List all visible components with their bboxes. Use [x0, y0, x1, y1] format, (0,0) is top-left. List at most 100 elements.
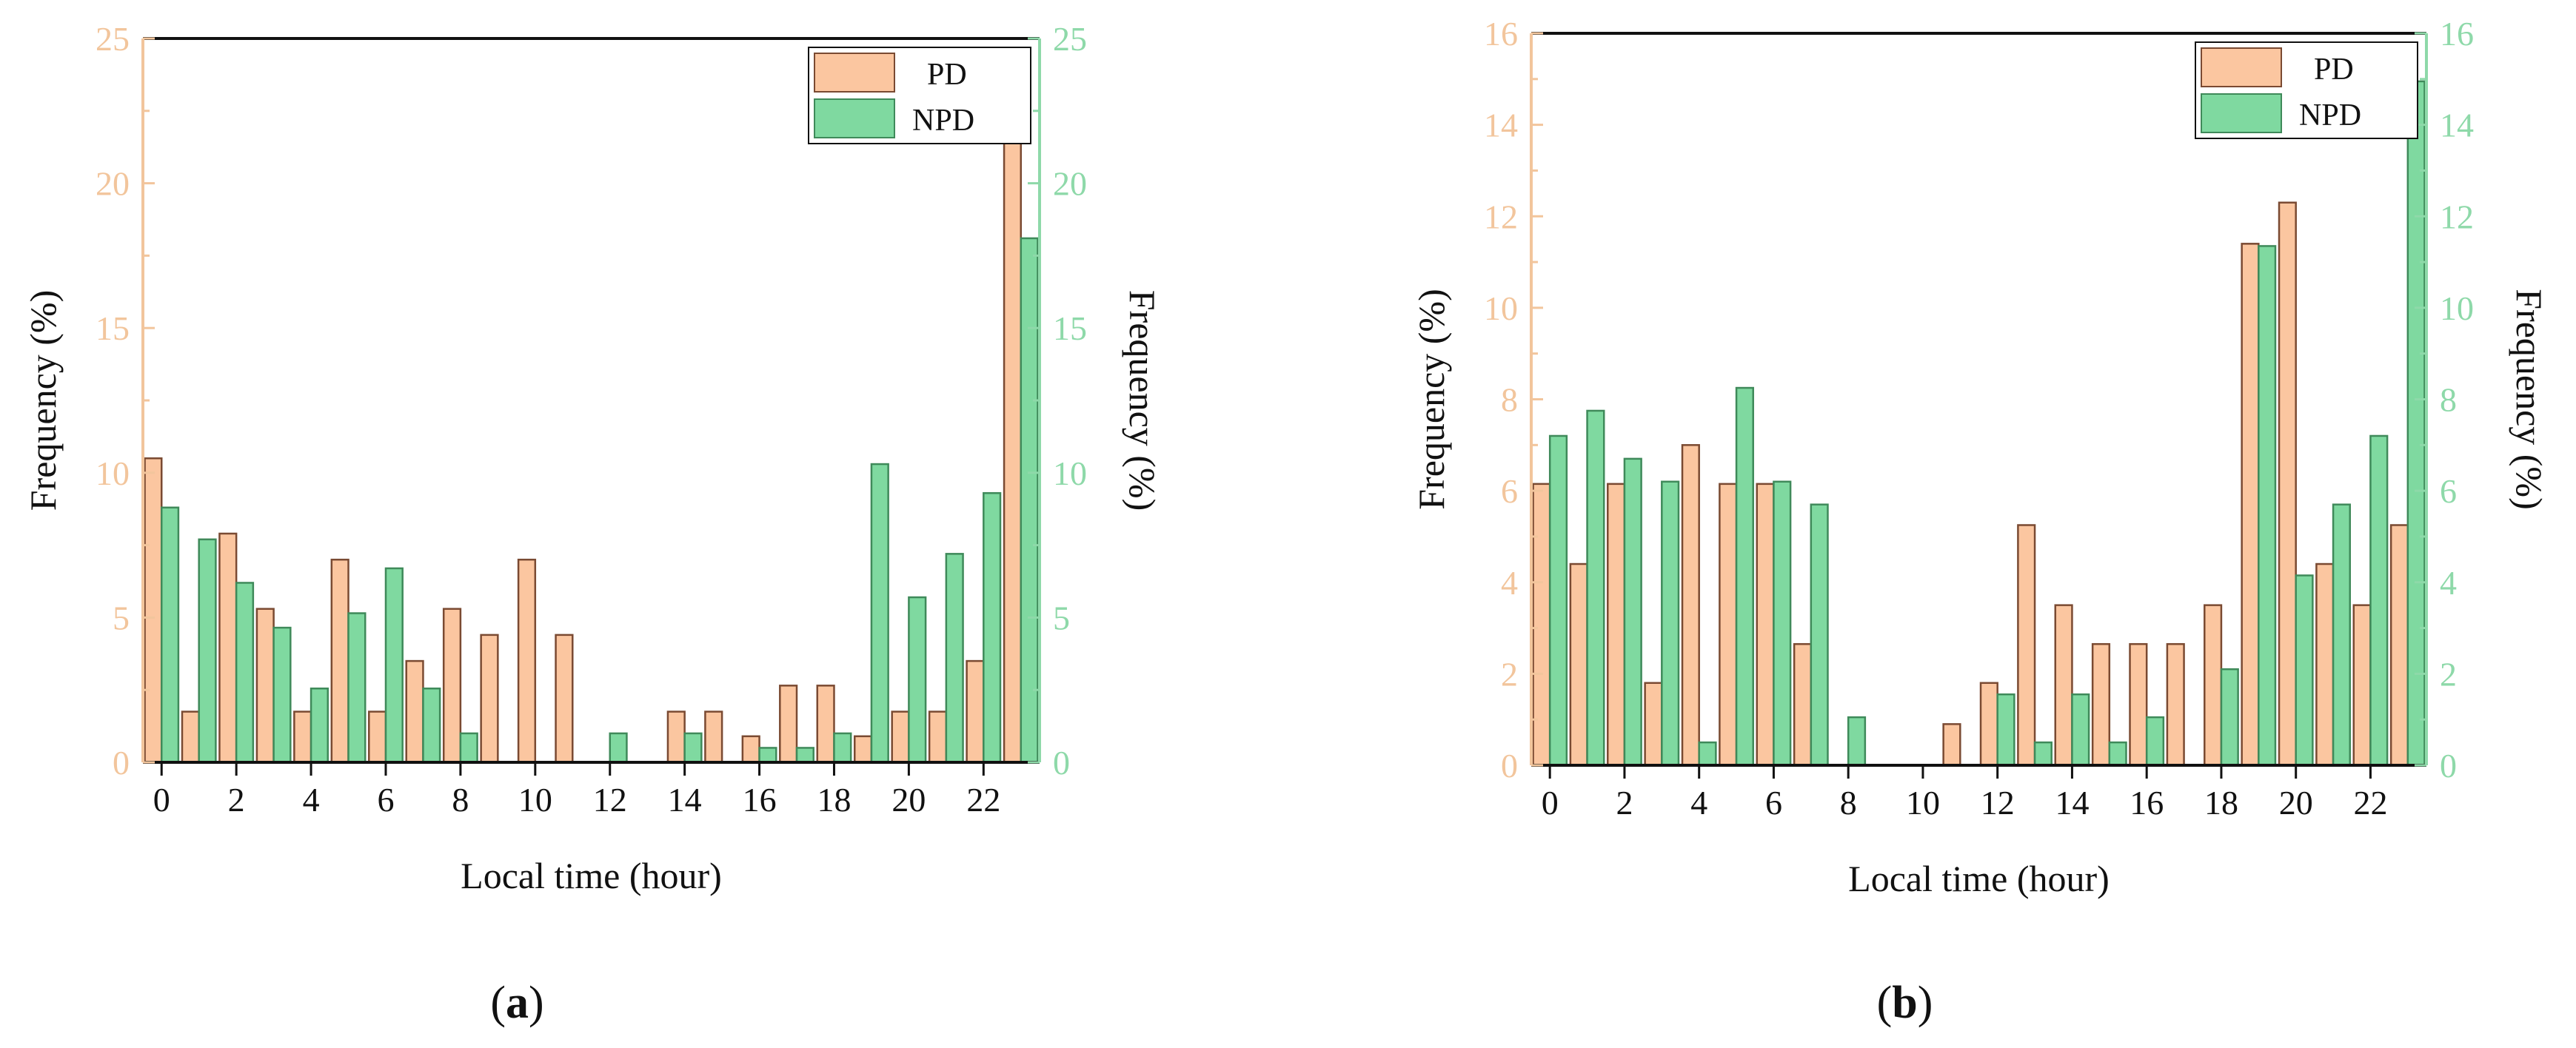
panel-label-letter: b — [1892, 978, 1917, 1028]
legend-npd-swatch — [814, 98, 895, 138]
pd-bar — [181, 711, 200, 764]
npd-bar — [235, 582, 255, 764]
y-right-axis-title: Frequency (%) — [1122, 290, 1163, 511]
npd-bar — [1698, 741, 1717, 767]
panel-label-close-paren: ) — [1918, 978, 1933, 1028]
pd-bar — [1942, 723, 1961, 767]
pd-bar — [704, 711, 723, 764]
pd-bar — [666, 711, 686, 764]
y-right-tick-label: 5 — [1053, 599, 1070, 636]
npd-bar — [1735, 386, 1754, 767]
y-right-tick-label: 8 — [2440, 381, 2457, 419]
pd-bar — [442, 608, 462, 764]
y-left-axis-title: Frequency (%) — [22, 290, 64, 511]
panel-label-open-paren: ( — [490, 978, 506, 1028]
pd-bar — [368, 711, 387, 764]
pd-bar — [405, 659, 424, 764]
panel-label: (b) — [1877, 978, 1933, 1028]
x-tick-label: 12 — [1981, 784, 2015, 822]
y-right-tick-label: 20 — [1053, 165, 1087, 203]
pd-bar — [2389, 524, 2409, 767]
panel-label: (a) — [490, 978, 543, 1028]
x-tick-label: 22 — [966, 781, 1000, 819]
y-right-tick-label: 16 — [2440, 15, 2474, 53]
npd-bar — [272, 626, 292, 764]
pd-bar — [853, 735, 873, 764]
pd-bar — [816, 685, 835, 764]
y-left-tick-label: 4 — [1501, 564, 1518, 602]
npd-bar — [2071, 693, 2090, 767]
x-tick-label: 16 — [743, 781, 777, 819]
pd-bar — [2204, 604, 2223, 767]
x-tick-label: 2 — [1616, 784, 1633, 822]
x-tick-label: 0 — [153, 781, 170, 819]
y-right-tick-label: 0 — [1053, 744, 1070, 782]
panel-label-close-paren: ) — [529, 978, 544, 1028]
y-right-tick-label: 2 — [2440, 655, 2457, 693]
pd-bar — [480, 634, 499, 764]
npd-bar — [310, 687, 329, 764]
pd-bar — [330, 558, 349, 764]
x-tick-label: 10 — [1906, 784, 1940, 822]
npd-bar — [908, 596, 927, 764]
legend-pd-label: PD — [927, 58, 967, 92]
pd-bar — [2241, 243, 2260, 767]
pd-bar — [891, 711, 910, 764]
x-tick-label: 8 — [452, 781, 469, 819]
x-tick-label: 20 — [891, 781, 926, 819]
pd-bar — [1569, 562, 1588, 767]
npd-bar — [1586, 409, 1605, 767]
x-tick-label: 14 — [668, 781, 702, 819]
x-tick-label: 22 — [2353, 784, 2387, 822]
pd-bar — [1607, 483, 1626, 767]
pd-bar — [2315, 562, 2335, 767]
pd-bar — [966, 659, 985, 764]
npd-bar — [609, 732, 628, 764]
y-right-tick-label: 12 — [2440, 198, 2474, 235]
x-axis-title: Local time (hour) — [1848, 858, 2110, 899]
npd-bar — [1623, 457, 1642, 767]
x-tick-label: 4 — [1690, 784, 1707, 822]
y-left-tick-label: 25 — [96, 20, 130, 58]
y-right-axis-title: Frequency (%) — [2509, 289, 2550, 510]
y-left-tick-label: 14 — [1484, 107, 1518, 144]
y-right-tick-label: 6 — [2440, 472, 2457, 510]
npd-bar — [2258, 245, 2277, 767]
x-tick-label: 6 — [1765, 784, 1782, 822]
npd-bar — [1996, 693, 2015, 767]
pd-bar — [779, 685, 798, 764]
npd-bar — [422, 687, 441, 764]
y-left-tick-label: 6 — [1501, 472, 1518, 510]
x-tick-label: 12 — [593, 781, 627, 819]
x-axis-title: Local time (hour) — [461, 855, 722, 896]
npd-bar — [347, 612, 367, 764]
npd-bar — [2033, 741, 2053, 767]
npd-bar — [2406, 80, 2426, 767]
npd-bar — [1548, 434, 1568, 767]
pd-bar — [144, 457, 163, 764]
x-tick-label: 14 — [2055, 784, 2089, 822]
pd-bar — [2129, 642, 2148, 767]
pd-bar — [928, 711, 948, 764]
pd-bar — [2278, 201, 2297, 767]
x-tick-label: 0 — [1542, 784, 1559, 822]
pd-bar — [1793, 642, 1813, 767]
npd-bar — [2369, 434, 2389, 767]
pd-bar — [741, 735, 760, 764]
pd-bar — [255, 608, 275, 764]
panel-label-letter: a — [506, 978, 529, 1028]
x-tick-label: 6 — [377, 781, 394, 819]
npd-bar — [2295, 574, 2314, 767]
y-right-tick-label: 10 — [2440, 289, 2474, 327]
pd-bar — [2017, 524, 2036, 767]
y-left-tick-label: 0 — [113, 744, 130, 782]
npd-bar — [683, 732, 703, 764]
npd-bar — [795, 747, 814, 764]
pd-bar — [1979, 682, 1998, 767]
npd-bar — [198, 538, 217, 764]
x-tick-label: 4 — [303, 781, 320, 819]
pd-bar — [517, 558, 537, 764]
x-tick-label: 16 — [2130, 784, 2164, 822]
npd-bar — [983, 491, 1002, 764]
npd-bar — [1020, 237, 1039, 764]
